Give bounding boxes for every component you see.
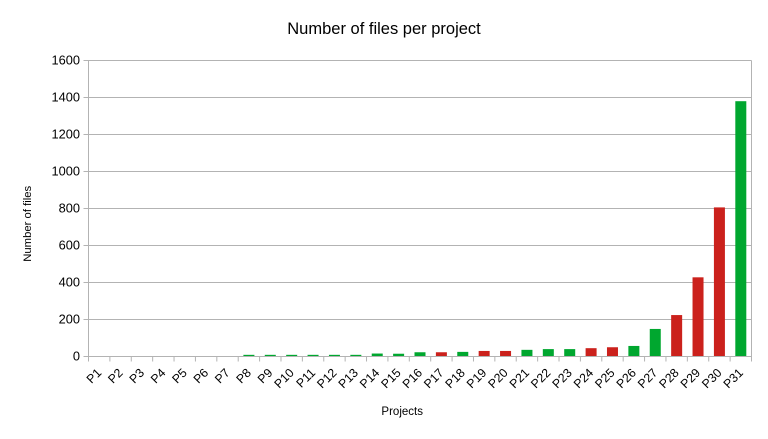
svg-text:1600: 1600 xyxy=(52,53,80,68)
svg-text:1000: 1000 xyxy=(52,164,80,179)
svg-text:0: 0 xyxy=(73,349,80,364)
svg-text:Number of files per project: Number of files per project xyxy=(287,20,481,38)
svg-text:200: 200 xyxy=(59,312,80,327)
svg-text:400: 400 xyxy=(59,275,80,290)
svg-text:Projects: Projects xyxy=(381,406,423,418)
svg-text:1200: 1200 xyxy=(52,127,80,142)
svg-text:800: 800 xyxy=(59,201,80,216)
svg-text:Number of files: Number of files xyxy=(22,185,34,261)
svg-text:1400: 1400 xyxy=(52,90,80,105)
svg-text:600: 600 xyxy=(59,238,80,253)
